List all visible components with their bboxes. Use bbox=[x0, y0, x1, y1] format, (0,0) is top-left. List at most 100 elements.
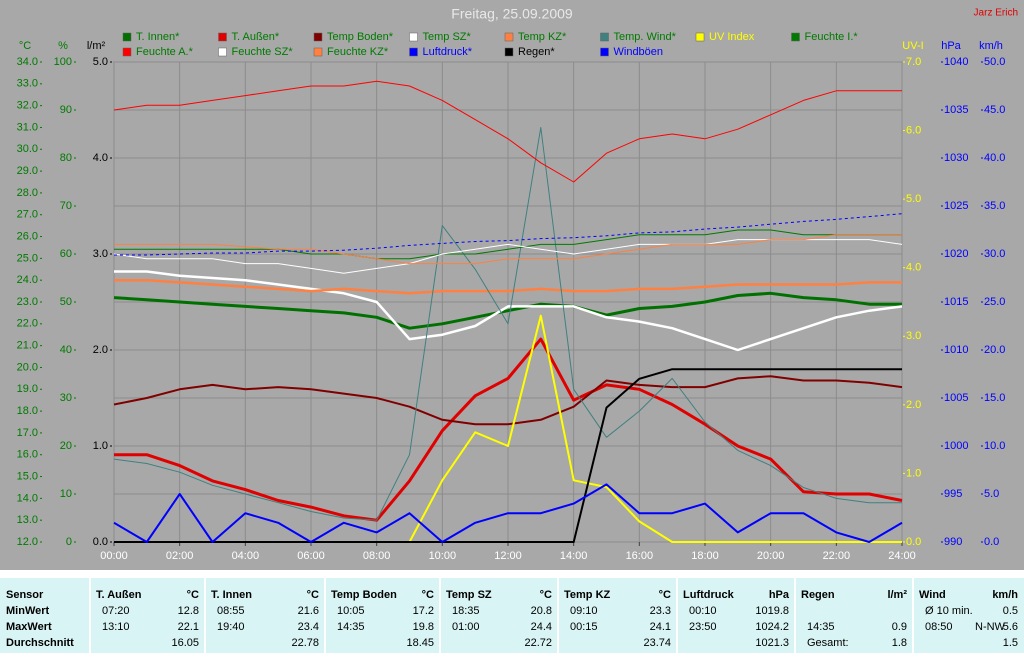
y-tick-label: 20 bbox=[60, 440, 72, 452]
legend-swatch bbox=[313, 47, 323, 57]
y-tick-label: 40.0 bbox=[984, 152, 1005, 164]
legend-swatch bbox=[409, 32, 418, 42]
y-tick-label: 0 bbox=[66, 536, 72, 548]
legend-swatch bbox=[504, 32, 514, 42]
table-header: T. Innen bbox=[211, 589, 252, 601]
y-tick-label: 33.0 bbox=[17, 78, 38, 90]
x-tick-label: 08:00 bbox=[363, 550, 391, 562]
table-cell: 16.05 bbox=[171, 637, 199, 649]
y-tick-label: 20.0 bbox=[984, 344, 1005, 356]
legend-swatch bbox=[600, 47, 609, 57]
table-cell: 20.8 bbox=[531, 605, 552, 617]
x-tick-label: 18:00 bbox=[691, 550, 719, 562]
y-tick-label: 1010 bbox=[944, 344, 968, 356]
axis-title: °C bbox=[19, 40, 31, 52]
legend-swatch bbox=[409, 47, 418, 57]
series-line bbox=[114, 234, 902, 265]
table-cell: 22.72 bbox=[524, 637, 552, 649]
table-unit: hPa bbox=[769, 589, 790, 601]
y-tick-label: 27.0 bbox=[17, 209, 38, 221]
table-cell: 0.5 bbox=[1003, 605, 1018, 617]
table-unit: km/h bbox=[992, 589, 1018, 601]
y-tick-label: 16.0 bbox=[17, 449, 38, 461]
legend-label: Temp KZ* bbox=[518, 31, 567, 43]
y-tick-label: 4.0 bbox=[906, 262, 921, 274]
y-tick-label: 1005 bbox=[944, 392, 968, 404]
y-tick-label: 6.0 bbox=[906, 124, 921, 136]
legend-label: Temp Boden* bbox=[327, 31, 394, 43]
y-tick-label: 5.0 bbox=[984, 488, 999, 500]
legend-label: Feuchte SZ* bbox=[232, 46, 294, 58]
table-unit: l/m² bbox=[887, 589, 907, 601]
table-cell: 07:20 bbox=[102, 605, 130, 617]
y-tick-label: 30.0 bbox=[17, 143, 38, 155]
table-cell: 1021.3 bbox=[755, 637, 789, 649]
table-unit: °C bbox=[540, 589, 552, 601]
series-line bbox=[113, 127, 902, 521]
y-tick-label: 4.0 bbox=[93, 152, 108, 164]
y-tick-label: 0.0 bbox=[984, 536, 999, 548]
table-cell: 00:10 bbox=[689, 605, 717, 617]
legend-label: T. Innen* bbox=[136, 31, 180, 43]
x-tick-label: 04:00 bbox=[232, 550, 260, 562]
y-tick-label: 5.0 bbox=[93, 56, 108, 68]
table-header: Wind bbox=[919, 589, 946, 601]
table-cell: 19:40 bbox=[217, 621, 245, 633]
table-cell: 08:50 bbox=[925, 621, 953, 633]
table-cell: 01:00 bbox=[452, 621, 480, 633]
legend-label: Feuchte A.* bbox=[136, 46, 194, 58]
table-cell: 24.1 bbox=[650, 621, 671, 633]
y-tick-label: 23.0 bbox=[17, 296, 38, 308]
y-tick-label: 10.0 bbox=[984, 440, 1005, 452]
y-tick-label: 995 bbox=[944, 488, 962, 500]
table-cell: 23.74 bbox=[643, 637, 671, 649]
axis-title: km/h bbox=[979, 40, 1003, 52]
y-tick-label: 1025 bbox=[944, 200, 968, 212]
table-unit: °C bbox=[307, 589, 319, 601]
table-cell: 5.6 bbox=[1003, 621, 1018, 633]
y-tick-label: 50 bbox=[60, 296, 72, 308]
y-tick-label: 990 bbox=[944, 536, 962, 548]
table-cell: 23.4 bbox=[298, 621, 319, 633]
x-tick-label: 00:00 bbox=[100, 550, 128, 562]
legend-swatch bbox=[122, 47, 132, 57]
series-line bbox=[114, 270, 903, 352]
y-tick-label: 70 bbox=[60, 200, 72, 212]
legend-swatch bbox=[791, 32, 800, 42]
table-cell: 08:55 bbox=[217, 605, 245, 617]
author: Jarz Erich bbox=[974, 8, 1018, 19]
table-cell: 10:05 bbox=[337, 605, 365, 617]
y-tick-label: 28.0 bbox=[17, 187, 38, 199]
y-tick-label: 1040 bbox=[944, 56, 968, 68]
y-tick-label: 15.0 bbox=[17, 470, 38, 482]
table-cell: 14:35 bbox=[807, 621, 835, 633]
y-tick-label: 20.0 bbox=[17, 361, 38, 373]
table-cell: 14:35 bbox=[337, 621, 365, 633]
legend-swatch bbox=[695, 32, 705, 42]
y-tick-label: 30 bbox=[60, 392, 72, 404]
axis-title: l/m² bbox=[87, 40, 106, 52]
table-cell: 24.4 bbox=[531, 621, 552, 633]
legend-label: Regen* bbox=[518, 46, 555, 58]
table-cell: 00:15 bbox=[570, 621, 598, 633]
legend-swatch bbox=[122, 32, 132, 42]
table-header: Temp SZ bbox=[446, 589, 492, 601]
series-line bbox=[114, 278, 902, 295]
table-header: Temp KZ bbox=[564, 589, 611, 601]
y-tick-label: 12.0 bbox=[17, 536, 38, 548]
table-cell: 17.2 bbox=[413, 605, 434, 617]
legend-label: UV Index bbox=[709, 31, 755, 43]
table-cell: 18:35 bbox=[452, 605, 480, 617]
table-header: Luftdruck bbox=[683, 589, 735, 601]
y-tick-label: 18.0 bbox=[17, 405, 38, 417]
series-line bbox=[113, 291, 902, 330]
y-tick-label: 25.0 bbox=[984, 296, 1005, 308]
y-tick-label: 7.0 bbox=[906, 56, 921, 68]
y-tick-label: 1035 bbox=[944, 104, 968, 116]
y-tick-label: 90 bbox=[60, 104, 72, 116]
table-cell: 23.3 bbox=[650, 605, 671, 617]
table-cell: 18.45 bbox=[406, 637, 434, 649]
series-line bbox=[114, 229, 902, 260]
table-cell: 0.9 bbox=[892, 621, 907, 633]
